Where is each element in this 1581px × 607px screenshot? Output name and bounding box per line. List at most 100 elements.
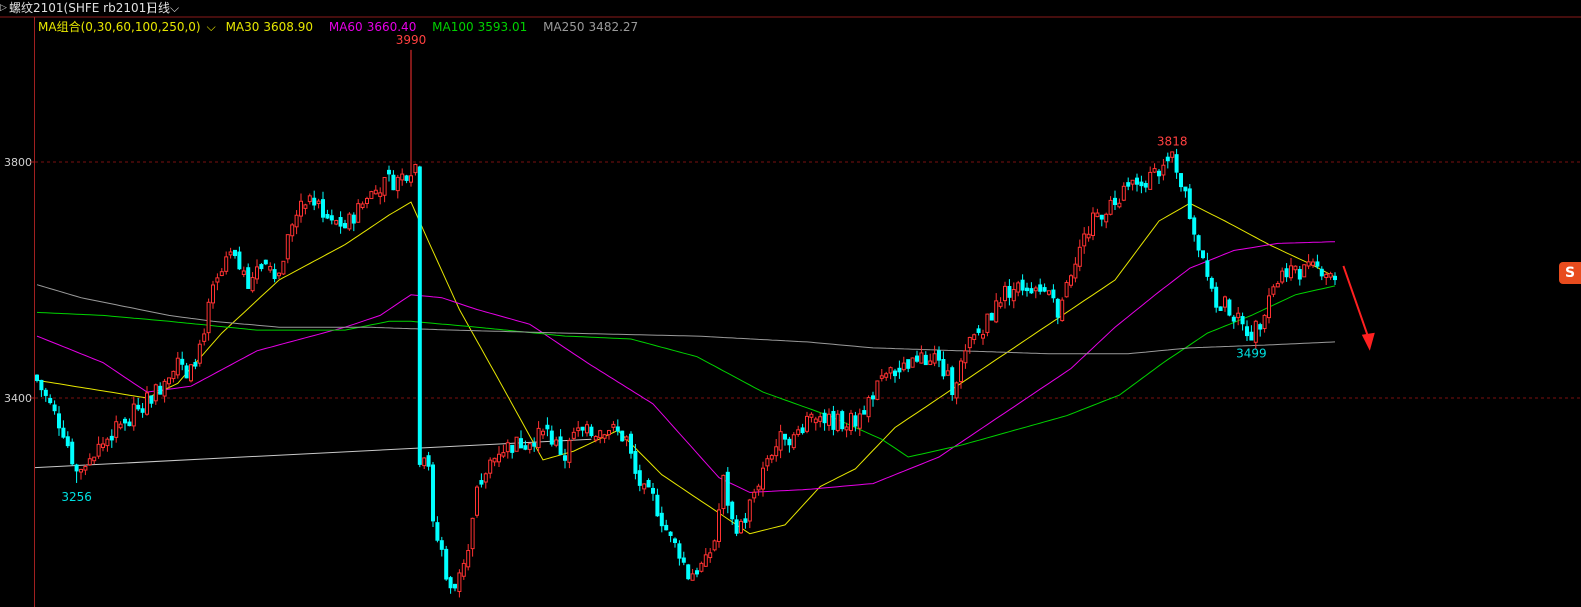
candle-up — [835, 413, 840, 431]
candle-up — [642, 483, 647, 490]
candle-down — [941, 359, 946, 377]
candle-up — [211, 284, 215, 304]
candle-up — [598, 430, 603, 439]
candle-up — [470, 517, 475, 550]
candle-down — [184, 365, 189, 379]
candle-up — [501, 452, 506, 457]
candle-down — [580, 426, 585, 431]
candle-down — [853, 415, 858, 427]
candle-up — [457, 572, 462, 592]
candle-down — [109, 435, 114, 441]
candle-down — [871, 395, 875, 400]
candle-down — [989, 312, 994, 321]
candle-up — [1148, 171, 1153, 190]
candle-down — [686, 564, 691, 580]
ma250-legend: MA250 3482.27 — [543, 20, 644, 34]
candle-up — [778, 431, 783, 451]
candle-down — [1333, 275, 1337, 281]
candle-down — [668, 531, 673, 536]
candle-down — [43, 389, 48, 396]
candle-up — [1082, 233, 1087, 247]
candle-down — [1055, 298, 1060, 318]
candle-up — [1016, 282, 1021, 293]
period-selector[interactable]: 日线⌵ — [146, 0, 179, 17]
candle-up — [769, 454, 774, 460]
ma100-value: 3593.01 — [477, 20, 528, 34]
candle-up — [963, 350, 968, 364]
candle-down — [1099, 214, 1104, 220]
candle-down — [1038, 284, 1043, 292]
candle-down — [620, 430, 625, 442]
candle-up — [756, 485, 761, 491]
candle-up — [1161, 164, 1166, 176]
candle-up — [1236, 312, 1241, 319]
contract-name[interactable]: 螺纹2101(SHFE rb2101) — [9, 1, 151, 15]
candle-up — [1152, 168, 1157, 173]
candle-down — [510, 444, 515, 453]
candle-down — [426, 455, 431, 467]
candle-up — [114, 421, 119, 438]
ma-group-selector[interactable]: MA组合(0,30,60,100,250,0) ⌵ — [38, 20, 216, 34]
ma30-label: MA30 — [225, 20, 260, 34]
candle-down — [519, 438, 523, 449]
price-annotations: 3990 3818 3256 3499 — [61, 33, 1266, 504]
candle-up — [206, 301, 211, 334]
candle-down — [893, 370, 897, 377]
candle-up — [360, 203, 365, 208]
brand-badge-icon[interactable]: S — [1559, 262, 1581, 284]
candle-down — [1201, 250, 1205, 259]
candle-down — [1297, 269, 1302, 280]
candle-up — [1104, 213, 1109, 223]
candle-down — [74, 464, 79, 472]
candle-down — [233, 249, 237, 257]
ma-group-label: MA组合(0,30,60,100,250,0) — [38, 20, 201, 34]
candle-down — [149, 395, 154, 404]
candle-down — [417, 166, 422, 465]
candle-up — [466, 550, 471, 568]
indicator-symbol[interactable]: ▷ — [0, 3, 7, 13]
candle-up — [189, 364, 193, 382]
candle-down — [263, 259, 268, 265]
candle-up — [1091, 212, 1095, 236]
low-price-label: 3499 — [1236, 347, 1267, 361]
candle-down — [1249, 331, 1254, 341]
candle-down — [1196, 235, 1201, 251]
trendline — [34, 438, 592, 469]
candle-down — [831, 411, 836, 430]
candle-up — [1108, 199, 1113, 215]
candle-down — [431, 464, 435, 522]
candle-up — [1095, 212, 1100, 218]
ma250-line — [36, 284, 1336, 355]
candle-down — [1020, 279, 1025, 291]
candle-down — [1205, 260, 1210, 277]
candle-up — [356, 203, 361, 223]
candle-down — [57, 413, 61, 429]
candle-up — [747, 499, 752, 522]
candle-down — [906, 359, 911, 369]
candle-down — [1126, 182, 1131, 187]
candle-up — [1047, 290, 1051, 295]
candle-down — [862, 410, 867, 415]
candle-down — [1245, 326, 1249, 337]
candle-up — [866, 397, 871, 418]
ma30-legend: MA30 3608.90 — [226, 20, 319, 34]
candle-up — [554, 439, 559, 446]
candle-up — [585, 424, 589, 434]
candle-down — [637, 470, 642, 486]
candle-up — [981, 334, 985, 339]
candle-down — [127, 421, 132, 427]
candle-up — [461, 562, 466, 577]
candle-down — [1258, 324, 1263, 330]
candle-down — [453, 583, 457, 589]
candle-down — [659, 512, 664, 527]
candle-down — [1157, 170, 1161, 177]
candle-up — [171, 370, 176, 380]
candle-up — [721, 474, 726, 510]
candle-up — [497, 453, 501, 463]
candle-down — [1029, 288, 1034, 294]
candle-up — [299, 200, 303, 217]
candle-up — [1311, 261, 1315, 266]
candle-down — [1135, 177, 1139, 185]
candle-up — [281, 260, 286, 275]
